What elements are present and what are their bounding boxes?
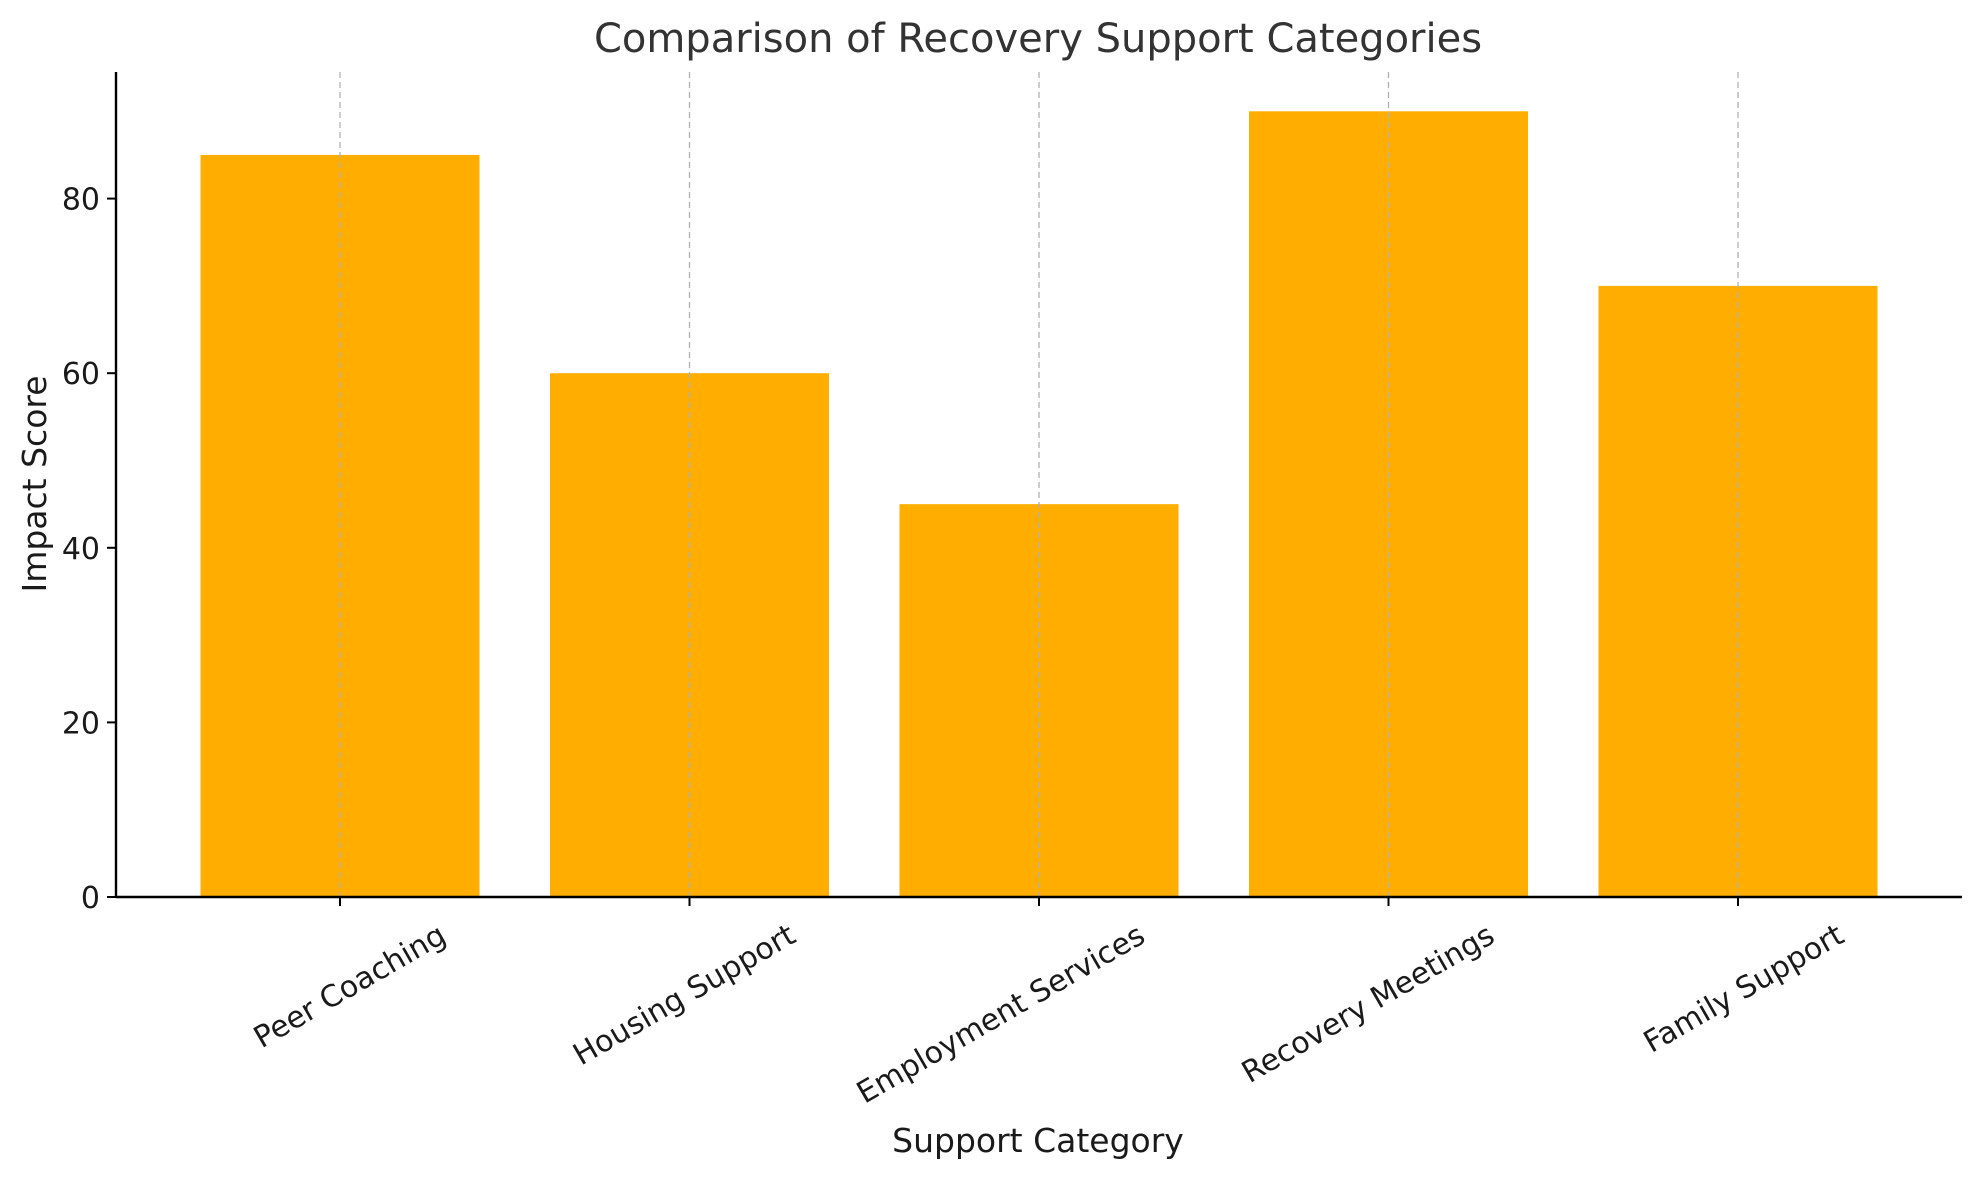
chart-title: Comparison of Recovery Support Categorie… bbox=[594, 16, 1482, 62]
vertical-grid-layer bbox=[339, 72, 1739, 897]
x-tick-label: Recovery Meetings bbox=[1236, 918, 1501, 1091]
y-tick-label: 60 bbox=[62, 357, 100, 392]
y-tick-label: 20 bbox=[62, 706, 100, 741]
x-tick-label: Housing Support bbox=[567, 917, 801, 1072]
x-tick-label: Family Support bbox=[1638, 918, 1850, 1061]
y-tick-label: 80 bbox=[62, 183, 100, 218]
x-tick-label: Peer Coaching bbox=[248, 918, 452, 1056]
y-tick-label: 40 bbox=[62, 532, 100, 567]
y-axis-label: Impact Score bbox=[15, 375, 54, 592]
x-axis-label: Support Category bbox=[892, 1121, 1184, 1160]
y-tick-label: 0 bbox=[81, 881, 100, 916]
bar-employment-services bbox=[899, 504, 1179, 897]
x-tick-label: Employment Services bbox=[851, 918, 1151, 1111]
